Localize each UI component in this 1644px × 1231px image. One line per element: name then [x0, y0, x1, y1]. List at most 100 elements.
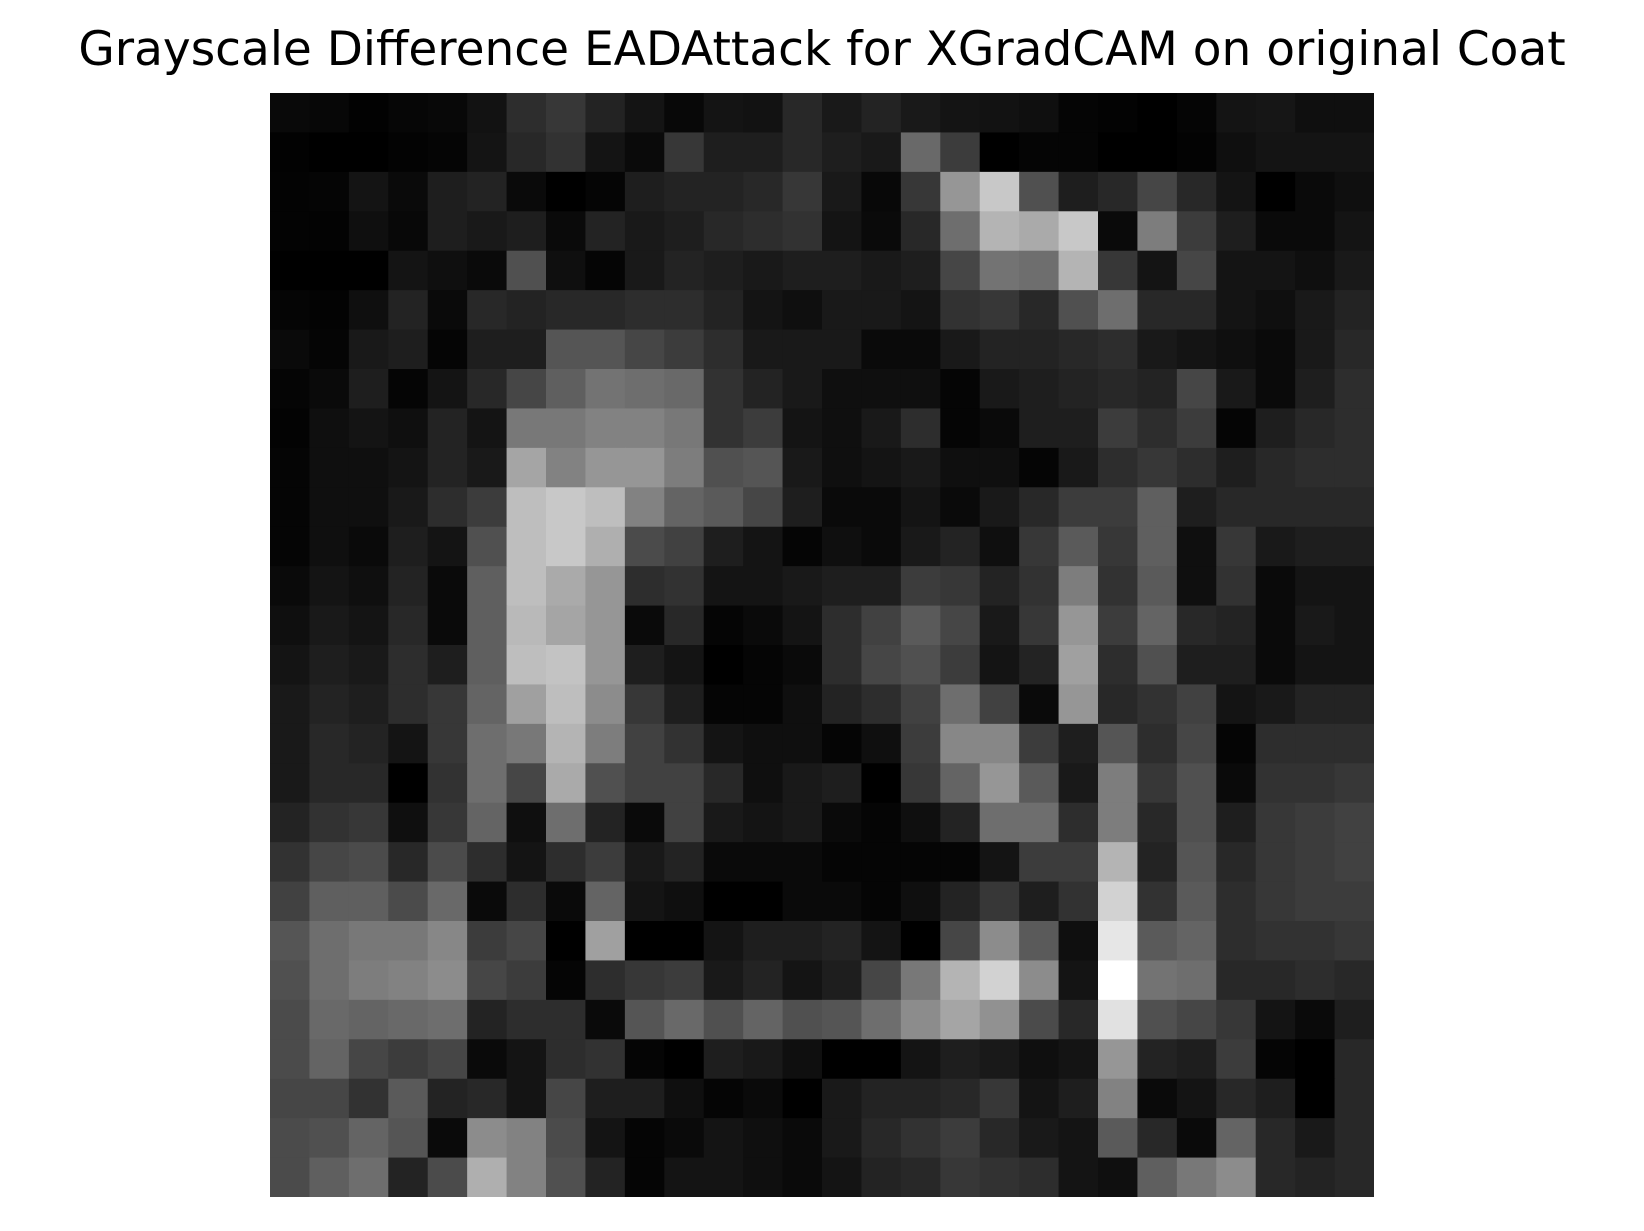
heatmap-cell	[861, 921, 902, 962]
heatmap-cell	[1176, 211, 1217, 252]
heatmap-cell	[624, 999, 665, 1040]
heatmap-cell	[1295, 447, 1336, 488]
heatmap-cell	[1137, 605, 1178, 646]
heatmap-cell	[743, 723, 784, 764]
heatmap-cell	[664, 881, 705, 922]
heatmap-cell	[309, 645, 350, 686]
heatmap-cell	[1176, 999, 1217, 1040]
heatmap-cell	[427, 250, 468, 291]
heatmap-cell	[427, 1118, 468, 1159]
heatmap-cell	[506, 881, 547, 922]
heatmap-cell	[979, 605, 1020, 646]
heatmap-cell	[506, 842, 547, 883]
heatmap-cell	[427, 645, 468, 686]
heatmap-cell	[861, 93, 902, 134]
heatmap-cell	[1019, 645, 1060, 686]
heatmap-cell	[1255, 684, 1296, 725]
heatmap-cell	[861, 369, 902, 410]
heatmap-cell	[1058, 93, 1099, 134]
heatmap-cell	[664, 93, 705, 134]
heatmap-cell	[427, 1039, 468, 1080]
heatmap-cell	[782, 566, 823, 607]
heatmap-cell	[861, 250, 902, 291]
heatmap-cell	[1058, 526, 1099, 567]
heatmap-cell	[546, 93, 587, 134]
heatmap-cell	[703, 802, 744, 843]
heatmap-cell	[822, 171, 863, 212]
heatmap-cell	[624, 447, 665, 488]
heatmap-cell	[979, 999, 1020, 1040]
heatmap-cell	[1334, 960, 1374, 1001]
heatmap-cell	[467, 250, 508, 291]
heatmap-cell	[1334, 1157, 1374, 1197]
heatmap-cell	[585, 1157, 626, 1197]
heatmap-cell	[309, 487, 350, 528]
heatmap-cell	[1295, 329, 1336, 370]
heatmap-cell	[1137, 1118, 1178, 1159]
heatmap-cell	[1255, 645, 1296, 686]
heatmap-cell	[388, 566, 429, 607]
heatmap-cell	[1019, 369, 1060, 410]
heatmap-cell	[348, 802, 389, 843]
heatmap-cell	[309, 802, 350, 843]
heatmap-cell	[1295, 842, 1336, 883]
heatmap-cell	[309, 1157, 350, 1197]
heatmap-cell	[309, 329, 350, 370]
heatmap-cell	[1216, 290, 1257, 331]
heatmap-cell	[388, 802, 429, 843]
heatmap-cell	[861, 408, 902, 449]
heatmap-cell	[861, 1157, 902, 1197]
heatmap-cell	[546, 960, 587, 1001]
heatmap-cell	[348, 999, 389, 1040]
heatmap-cell	[427, 1078, 468, 1119]
heatmap-cell	[624, 723, 665, 764]
heatmap-cell	[624, 605, 665, 646]
heatmap-cell	[585, 132, 626, 173]
heatmap-cell	[309, 93, 350, 134]
heatmap-cell	[270, 93, 311, 134]
heatmap-cell	[624, 171, 665, 212]
heatmap-cell	[467, 842, 508, 883]
heatmap-cell	[822, 290, 863, 331]
heatmap-cell	[822, 684, 863, 725]
heatmap-cell	[546, 1039, 587, 1080]
heatmap-cell	[1255, 999, 1296, 1040]
heatmap-cell	[743, 684, 784, 725]
heatmap-cell	[309, 960, 350, 1001]
heatmap-cell	[822, 763, 863, 804]
heatmap-cell	[703, 171, 744, 212]
heatmap-cell	[467, 290, 508, 331]
heatmap-cell	[900, 132, 941, 173]
heatmap-cell	[348, 1078, 389, 1119]
heatmap-cell	[940, 290, 981, 331]
heatmap-cell	[1216, 93, 1257, 134]
heatmap-cell	[861, 802, 902, 843]
heatmap-cell	[388, 369, 429, 410]
heatmap-cell	[624, 329, 665, 370]
heatmap-cell	[782, 171, 823, 212]
heatmap-cell	[1295, 171, 1336, 212]
heatmap-cell	[1255, 93, 1296, 134]
heatmap-cell	[1019, 960, 1060, 1001]
heatmap-cell	[1255, 842, 1296, 883]
heatmap-cell	[1216, 723, 1257, 764]
heatmap-cell	[309, 763, 350, 804]
heatmap-cell	[1255, 1157, 1296, 1197]
heatmap-cell	[309, 132, 350, 173]
heatmap-cell	[861, 605, 902, 646]
heatmap-cell	[309, 290, 350, 331]
heatmap-cell	[467, 960, 508, 1001]
heatmap-cell	[861, 447, 902, 488]
heatmap-cell	[348, 921, 389, 962]
heatmap-cell	[467, 763, 508, 804]
heatmap-cell	[1019, 487, 1060, 528]
heatmap-cell	[506, 408, 547, 449]
heatmap-cell	[782, 921, 823, 962]
heatmap-cell	[1295, 605, 1336, 646]
heatmap-cell	[940, 802, 981, 843]
heatmap-cell	[940, 605, 981, 646]
heatmap-cell	[1019, 763, 1060, 804]
heatmap-cell	[664, 1078, 705, 1119]
heatmap-cell	[743, 802, 784, 843]
heatmap-cell	[1334, 487, 1374, 528]
